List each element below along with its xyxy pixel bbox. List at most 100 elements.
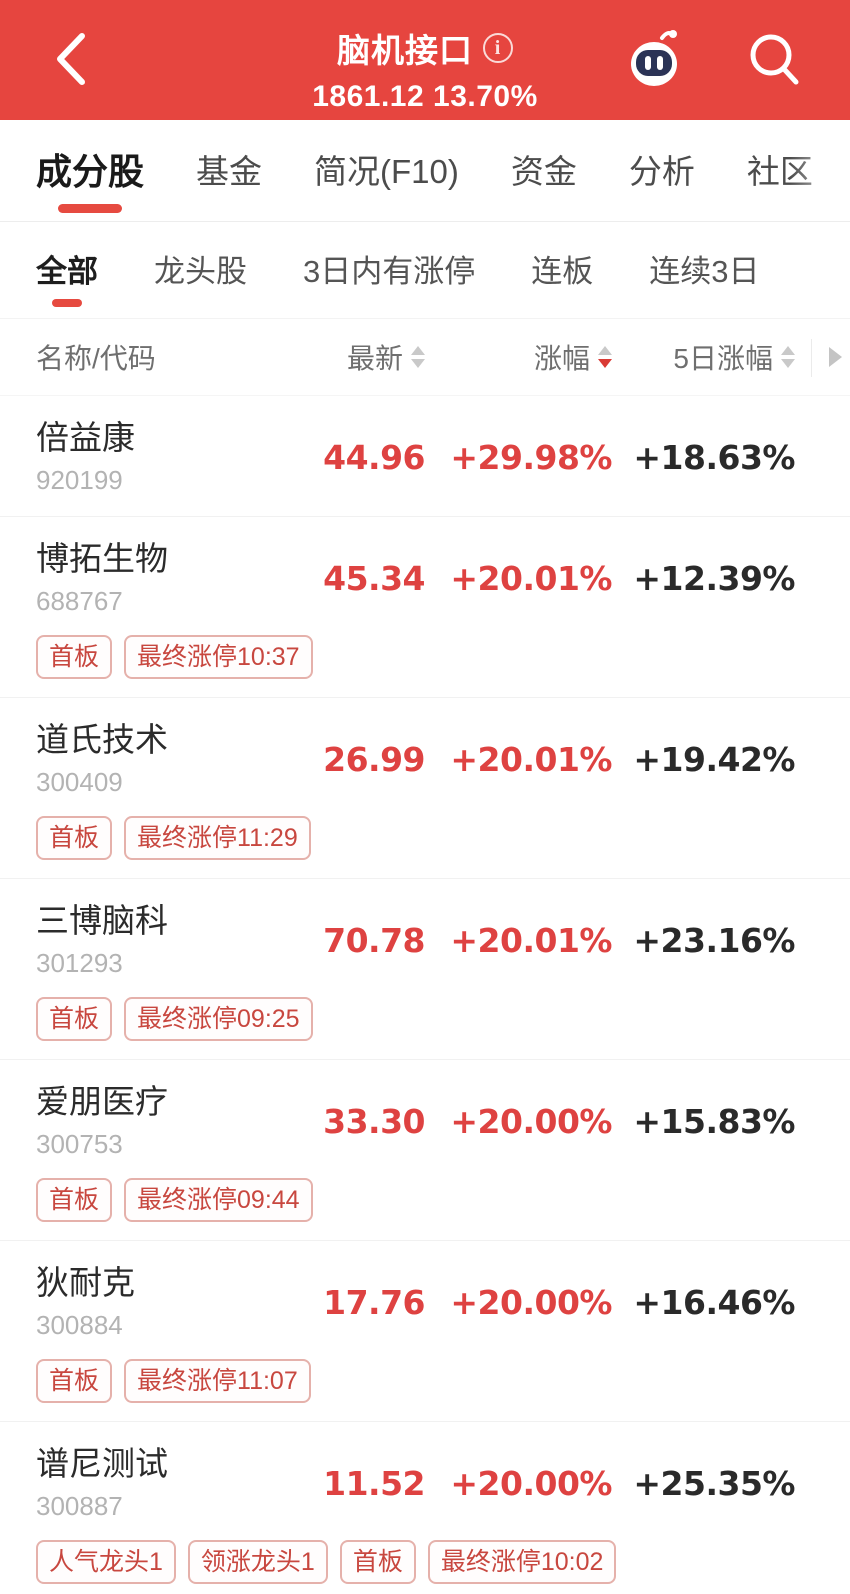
tab-capital[interactable]: 资金	[510, 152, 577, 190]
tab-constituents[interactable]: 成分股	[36, 121, 144, 221]
stock-change-5d-pct: +23.16%	[633, 920, 795, 960]
stock-identity: 道氏技术 300409	[36, 718, 275, 800]
stock-name: 狄耐克	[36, 1264, 135, 1301]
stock-change-5d-pct: +16.46%	[633, 1282, 795, 1322]
stock-code: 300884	[36, 1310, 123, 1340]
filter-all[interactable]: 全部	[36, 228, 98, 313]
stock-row[interactable]: 博拓生物 688767 45.34 +20.01% +12.39% 首板 最终涨停…	[0, 517, 850, 698]
stock-code: 300753	[36, 1129, 123, 1159]
filter-consecutive-3d[interactable]: 连续3日	[649, 253, 760, 289]
filter-consecutive[interactable]: 连板	[531, 253, 594, 289]
page-title: 脑机接口	[337, 32, 473, 69]
column-change[interactable]: 涨幅	[425, 337, 612, 377]
stock-identity: 三博脑科 301293	[36, 899, 275, 981]
stock-code: 301293	[36, 948, 123, 978]
stock-tag: 首板	[36, 1359, 113, 1403]
ai-robot-icon[interactable]	[624, 28, 686, 90]
stock-name: 爱朋医疗	[36, 1083, 168, 1120]
column-last-price[interactable]: 最新	[275, 337, 425, 377]
stock-tag: 最终涨停11:29	[124, 816, 311, 860]
stock-tags: 人气龙头1 领涨龙头1 首板 最终涨停10:02	[36, 1540, 795, 1584]
sort-icon-change-desc	[598, 346, 612, 368]
stock-identity: 倍益康 920199	[36, 416, 275, 498]
stock-tags: 首板 最终涨停10:37	[36, 635, 795, 679]
stock-code: 920199	[36, 465, 123, 495]
stock-last-price: 44.96	[323, 437, 425, 477]
stock-tags: 首板 最终涨停11:29	[36, 816, 795, 860]
stock-tag: 领涨龙头1	[187, 1540, 328, 1584]
stock-tag: 首板	[339, 1540, 416, 1584]
back-icon[interactable]	[48, 30, 92, 88]
sort-icon-change-5d	[781, 346, 795, 368]
column-change-5d[interactable]: 5日涨幅	[612, 337, 795, 377]
stock-change-pct: +20.01%	[450, 739, 612, 779]
stock-tag: 最终涨停09:44	[124, 1178, 313, 1222]
stock-row[interactable]: 爱朋医疗 300753 33.30 +20.00% +15.83% 首板 最终涨停…	[0, 1060, 850, 1241]
tab-community[interactable]: 社区	[746, 152, 813, 190]
more-columns-icon[interactable]	[829, 347, 842, 367]
stock-tag: 首板	[36, 997, 113, 1041]
stock-change-pct: +20.01%	[450, 920, 612, 960]
stock-change-pct: +29.98%	[450, 437, 612, 477]
stock-tag: 首板	[36, 816, 113, 860]
stock-change-5d-pct: +25.35%	[633, 1463, 795, 1503]
stock-name: 道氏技术	[36, 721, 168, 758]
stock-identity: 谱尼测试 300887	[36, 1442, 275, 1524]
index-value: 1861.12 13.70%	[312, 80, 538, 113]
tab-funds[interactable]: 基金	[196, 152, 263, 190]
search-icon[interactable]	[744, 28, 806, 90]
stock-code: 688767	[36, 586, 123, 616]
stock-last-price: 26.99	[323, 739, 425, 779]
stock-row[interactable]: 道氏技术 300409 26.99 +20.01% +19.42% 首板 最终涨停…	[0, 698, 850, 879]
stock-tag: 人气龙头1	[36, 1540, 176, 1584]
stock-change-5d-pct: +15.83%	[633, 1101, 795, 1141]
stock-row[interactable]: 狄耐克 300884 17.76 +20.00% +16.46% 首板 最终涨停1…	[0, 1241, 850, 1422]
table-header: 名称/代码 最新 涨幅 5日涨幅	[0, 318, 850, 396]
stock-name: 三博脑科	[36, 902, 168, 939]
stock-identity: 博拓生物 688767	[36, 537, 275, 619]
stock-last-price: 33.30	[323, 1101, 425, 1141]
stock-tag: 最终涨停11:07	[124, 1359, 311, 1403]
stock-identity: 狄耐克 300884	[36, 1261, 275, 1343]
stock-tag: 首板	[36, 1178, 113, 1222]
tab-analysis[interactable]: 分析	[628, 152, 695, 190]
header-column-divider	[811, 339, 812, 377]
stock-code: 300887	[36, 1491, 123, 1521]
filter-leaders[interactable]: 龙头股	[154, 253, 247, 289]
column-name-code: 名称/代码	[36, 343, 156, 374]
stock-name: 倍益康	[36, 419, 135, 456]
filter-tab-bar: 全部 龙头股 3日内有涨停 连板 连续3日	[0, 222, 850, 318]
app-header: 脑机接口 i 1861.12 13.70%	[0, 0, 850, 120]
stock-change-5d-pct: +18.63%	[633, 437, 795, 477]
stock-change-pct: +20.00%	[450, 1282, 612, 1322]
stock-name: 博拓生物	[36, 540, 168, 577]
stock-change-5d-pct: +12.39%	[633, 558, 795, 598]
stock-change-pct: +20.00%	[450, 1463, 612, 1503]
stock-last-price: 70.78	[323, 920, 425, 960]
stock-row[interactable]: 谱尼测试 300887 11.52 +20.00% +25.35% 人气龙头1 领…	[0, 1422, 850, 1594]
stock-change-5d-pct: +19.42%	[633, 739, 795, 779]
stock-tag: 首板	[36, 635, 113, 679]
sort-icon-last	[411, 346, 425, 368]
stock-name: 谱尼测试	[36, 1445, 168, 1482]
stock-row[interactable]: 倍益康 920199 44.96 +29.98% +18.63%	[0, 396, 850, 517]
filter-limit-up-3d[interactable]: 3日内有涨停	[303, 253, 476, 289]
info-icon[interactable]: i	[483, 33, 513, 63]
header-title-block: 脑机接口 i 1861.12 13.70%	[0, 0, 850, 114]
stock-last-price: 11.52	[323, 1463, 425, 1503]
stock-last-price: 45.34	[323, 558, 425, 598]
tab-profile-f10[interactable]: 简况(F10)	[314, 152, 459, 190]
stock-tag: 最终涨停09:25	[124, 997, 313, 1041]
nav-tab-bar: 成分股 基金 简况(F10) 资金 分析 社区	[0, 120, 850, 222]
stock-tag: 最终涨停10:02	[427, 1540, 617, 1584]
stock-change-pct: +20.01%	[450, 558, 612, 598]
stock-tags: 首板 最终涨停11:07	[36, 1359, 795, 1403]
stock-tags: 首板 最终涨停09:25	[36, 997, 795, 1041]
stock-identity: 爱朋医疗 300753	[36, 1080, 275, 1162]
stock-last-price: 17.76	[323, 1282, 425, 1322]
stock-tags: 首板 最终涨停09:44	[36, 1178, 795, 1222]
stock-change-pct: +20.00%	[450, 1101, 612, 1141]
stock-tag: 最终涨停10:37	[124, 635, 313, 679]
stock-row[interactable]: 三博脑科 301293 70.78 +20.01% +23.16% 首板 最终涨停…	[0, 879, 850, 1060]
stock-code: 300409	[36, 767, 123, 797]
